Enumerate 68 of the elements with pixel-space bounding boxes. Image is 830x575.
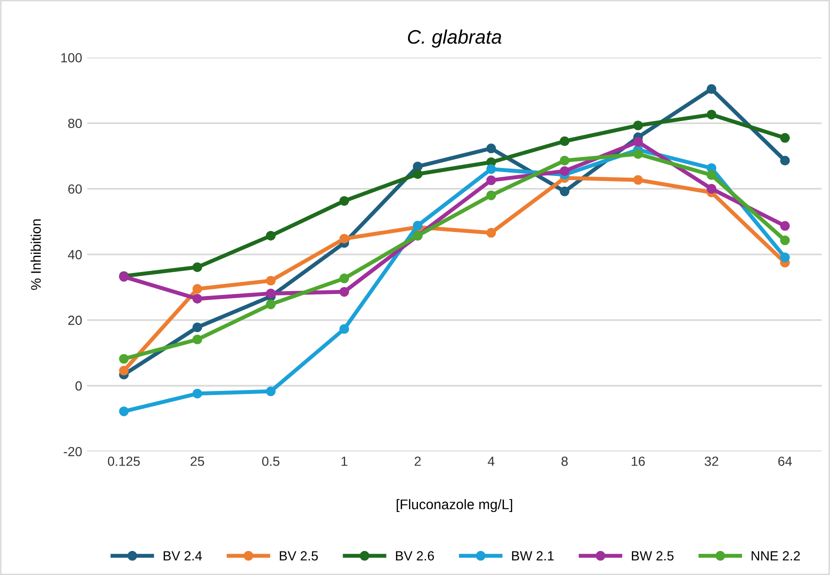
- y-tick-label: 60: [68, 184, 82, 194]
- point: [119, 406, 129, 416]
- point: [560, 166, 570, 176]
- point: [192, 322, 202, 332]
- point: [780, 235, 790, 246]
- point: [560, 136, 570, 146]
- point: [339, 286, 350, 297]
- x-tick-label: 0.125: [108, 456, 140, 466]
- point: [339, 324, 350, 334]
- y-tick-label: 20: [68, 316, 82, 325]
- point: [119, 354, 129, 364]
- point: [266, 299, 276, 310]
- x-tick-label: 32: [704, 456, 718, 466]
- legend-label: BW 2.1: [512, 551, 554, 560]
- point: [266, 386, 276, 396]
- point: [560, 156, 570, 166]
- chart-title: C. glabrata: [408, 30, 502, 48]
- point: [266, 230, 276, 241]
- y-tick-label: 0: [75, 381, 82, 391]
- point: [486, 190, 496, 200]
- point: [192, 388, 202, 398]
- point: [339, 234, 350, 244]
- x-tick-label: 2: [414, 456, 421, 466]
- legend-label: NNE 2.2: [752, 551, 800, 560]
- point: [192, 262, 202, 272]
- point: [780, 221, 790, 231]
- legend-label: BV 2.6: [396, 551, 434, 561]
- point: [192, 284, 202, 294]
- point: [266, 288, 276, 298]
- point: [486, 144, 496, 154]
- point: [633, 136, 643, 147]
- point: [706, 110, 716, 120]
- point: [560, 186, 570, 196]
- x-tick-label: 1: [342, 456, 348, 466]
- point: [633, 120, 643, 130]
- y-axis-title: % Inhibition: [30, 219, 41, 290]
- point: [633, 175, 643, 185]
- x-axis-title: [Fluconazole mg/L]: [396, 499, 512, 512]
- x-tick-label: 8: [562, 456, 568, 466]
- y-tick-label: 80: [68, 118, 82, 128]
- point: [266, 276, 276, 286]
- point: [119, 366, 129, 376]
- point: [706, 184, 716, 194]
- point: [339, 274, 350, 284]
- point: [486, 164, 496, 174]
- point: [780, 252, 790, 262]
- point: [339, 196, 350, 206]
- x-tick-label: 16: [632, 456, 645, 466]
- x-tick-label: 0.5: [262, 456, 280, 466]
- point: [412, 169, 423, 179]
- x-tick-label: 64: [778, 456, 792, 466]
- x-tick-label: 4: [488, 456, 494, 466]
- point: [633, 149, 643, 159]
- point: [192, 334, 202, 344]
- y-tick-label: -20: [64, 446, 82, 456]
- point: [486, 175, 496, 186]
- x-tick-label: 25: [190, 456, 204, 466]
- legend-label: BW 2.5: [632, 551, 674, 561]
- y-tick-label: 40: [68, 250, 82, 260]
- point: [780, 133, 790, 143]
- point: [780, 156, 790, 166]
- point: [486, 228, 496, 238]
- legend-label: BV 2.4: [164, 551, 202, 560]
- point: [706, 170, 716, 180]
- legend-label: BV 2.5: [280, 551, 318, 561]
- point: [706, 84, 716, 94]
- point: [192, 294, 202, 304]
- y-tick-label: 100: [61, 53, 82, 62]
